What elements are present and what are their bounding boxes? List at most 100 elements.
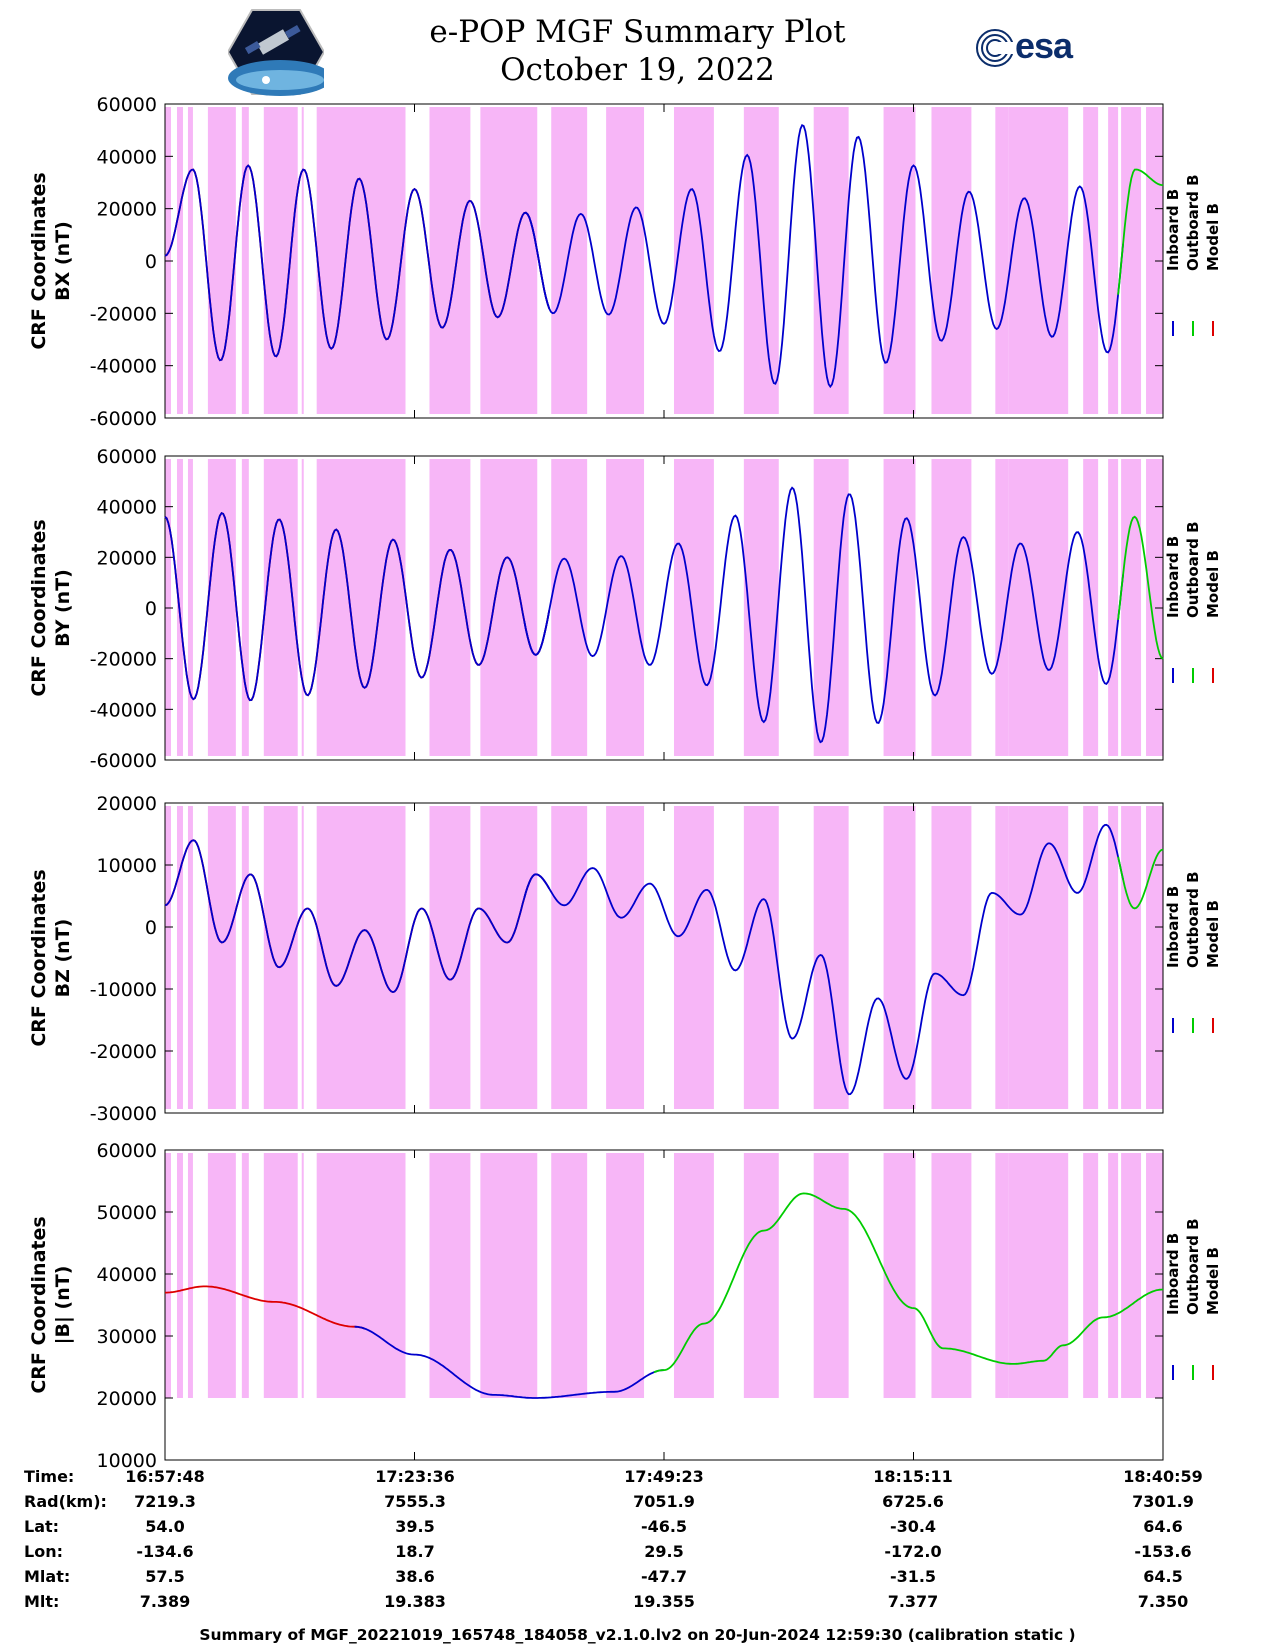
shaded-band [241, 459, 249, 756]
panel-4: 60000 50000 40000 30000 20000 10000 CRF Coordi… [28, 1140, 1222, 1472]
shaded-band [241, 107, 249, 414]
shaded-band [1108, 459, 1119, 756]
shaded-band [1121, 459, 1142, 756]
orbit-row-value: 57.5 [145, 1567, 185, 1586]
legend-label: Inboard B [1164, 886, 1182, 968]
shaded-band [995, 806, 1009, 1109]
orbit-row-label: Lon: [24, 1542, 63, 1561]
orbit-row-value: -31.5 [889, 1567, 937, 1586]
shaded-band [551, 806, 588, 1109]
inboard-b-line [164, 164, 551, 362]
y-tick-label: 20000 [97, 793, 157, 815]
shaded-band [673, 1153, 714, 1398]
y-tick-label: -40000 [90, 699, 157, 721]
y-tick-label: 10000 [97, 855, 157, 877]
shaded-band [606, 459, 645, 756]
outboard-b-line [653, 1192, 1164, 1374]
orbit-row-value: 7.389 [139, 1592, 191, 1611]
shaded-band [551, 1153, 588, 1398]
y-axis-label: |B| (nT) [52, 1266, 74, 1345]
shaded-band [931, 806, 972, 1109]
shaded-band [165, 1153, 171, 1398]
legend-label: Outboard B [1184, 1218, 1202, 1315]
shaded-band [1108, 1153, 1119, 1398]
inboard-b-line [354, 1325, 665, 1399]
shaded-band [813, 107, 849, 414]
y-tick-label: 60000 [97, 1140, 157, 1162]
y-tick-label: -20000 [90, 649, 157, 671]
y-tick-label: -20000 [90, 1041, 157, 1063]
legend-label: Model B [1204, 550, 1222, 618]
shaded-band [673, 459, 714, 756]
legend-label: Inboard B [1164, 536, 1182, 618]
esa-logo [975, 28, 1015, 72]
shaded-band [931, 1153, 972, 1398]
shaded-band [1083, 806, 1099, 1109]
shaded-band [883, 1153, 916, 1398]
shaded-band [176, 107, 183, 414]
y-tick-label: -40000 [90, 356, 157, 378]
y-axis-label: CRF Coordinates [28, 869, 50, 1046]
shaded-band [1121, 1153, 1142, 1398]
esa-logo-text: esa [1015, 25, 1073, 66]
orbit-row-value: -47.7 [640, 1567, 688, 1586]
shaded-band [606, 806, 645, 1109]
shaded-band [187, 107, 193, 414]
panel-1: 60000 40000 20000 0 -20000 -40000 -60000 CRF Co… [28, 94, 1222, 430]
shaded-band [1121, 107, 1142, 414]
shaded-band [551, 459, 588, 756]
orbit-row-value: 64.5 [1143, 1567, 1183, 1586]
y-axis-label: CRF Coordinates [28, 172, 50, 349]
shaded-band [176, 806, 183, 1109]
shaded-band [995, 1153, 1009, 1398]
shaded-band [813, 459, 849, 756]
shaded-band [484, 806, 538, 1109]
inboard-b-line [524, 123, 1124, 389]
shaded-band [301, 1153, 304, 1398]
shaded-band [1083, 1153, 1099, 1398]
shaded-band [480, 1153, 488, 1398]
orbit-row-label: Lat: [24, 1517, 60, 1536]
shaded-band [301, 459, 304, 756]
y-axis-label: BZ (nT) [52, 919, 74, 998]
shaded-band [187, 1153, 193, 1398]
orbit-row-value: 29.5 [644, 1542, 684, 1561]
y-tick-label: 40000 [97, 497, 157, 519]
orbit-row-label: Time: [24, 1467, 75, 1486]
shaded-band [263, 107, 298, 414]
shaded-band [207, 806, 236, 1109]
shaded-band [1008, 459, 1069, 756]
shaded-band [207, 107, 236, 414]
y-tick-label: 50000 [97, 1202, 157, 1224]
shaded-band [673, 806, 714, 1109]
shaded-band [606, 1153, 645, 1398]
orbit-row-value: 7219.3 [134, 1492, 196, 1511]
y-tick-label: 0 [145, 917, 157, 939]
panel-3: 20000 10000 0 -10000 -20000 -30000 CRF Coordin… [28, 793, 1222, 1125]
shaded-band [263, 459, 298, 756]
shaded-band [480, 459, 488, 756]
y-tick-label: 20000 [97, 547, 157, 569]
orbit-row-value: -30.4 [889, 1517, 937, 1536]
orbit-row-label: Rad(km): [24, 1492, 107, 1511]
orbit-row-label: Mlat: [24, 1567, 71, 1586]
legend-label: Outboard B [1184, 174, 1202, 271]
shaded-band [316, 1153, 406, 1398]
legend-label: Model B [1204, 1247, 1222, 1315]
plot-title: e-POP MGF Summary Plot [429, 14, 846, 50]
shaded-band [1083, 107, 1099, 414]
orbit-row-value: 64.6 [1143, 1517, 1183, 1536]
shaded-band [484, 1153, 538, 1398]
y-axis-label: CRF Coordinates [28, 519, 50, 696]
y-tick-label: 0 [145, 598, 157, 620]
y-tick-label: 40000 [97, 146, 157, 168]
outboard-b-line [1117, 515, 1164, 660]
y-tick-label: 60000 [97, 94, 157, 116]
y-tick-label: 20000 [97, 199, 157, 221]
legend-label: Model B [1204, 900, 1222, 968]
orbit-row-value: 18:40:59 [1123, 1467, 1203, 1486]
shaded-band [995, 459, 1009, 756]
orbit-row-label: Mlt: [24, 1592, 60, 1611]
y-tick-label: 0 [145, 251, 157, 273]
shaded-band [673, 107, 714, 414]
